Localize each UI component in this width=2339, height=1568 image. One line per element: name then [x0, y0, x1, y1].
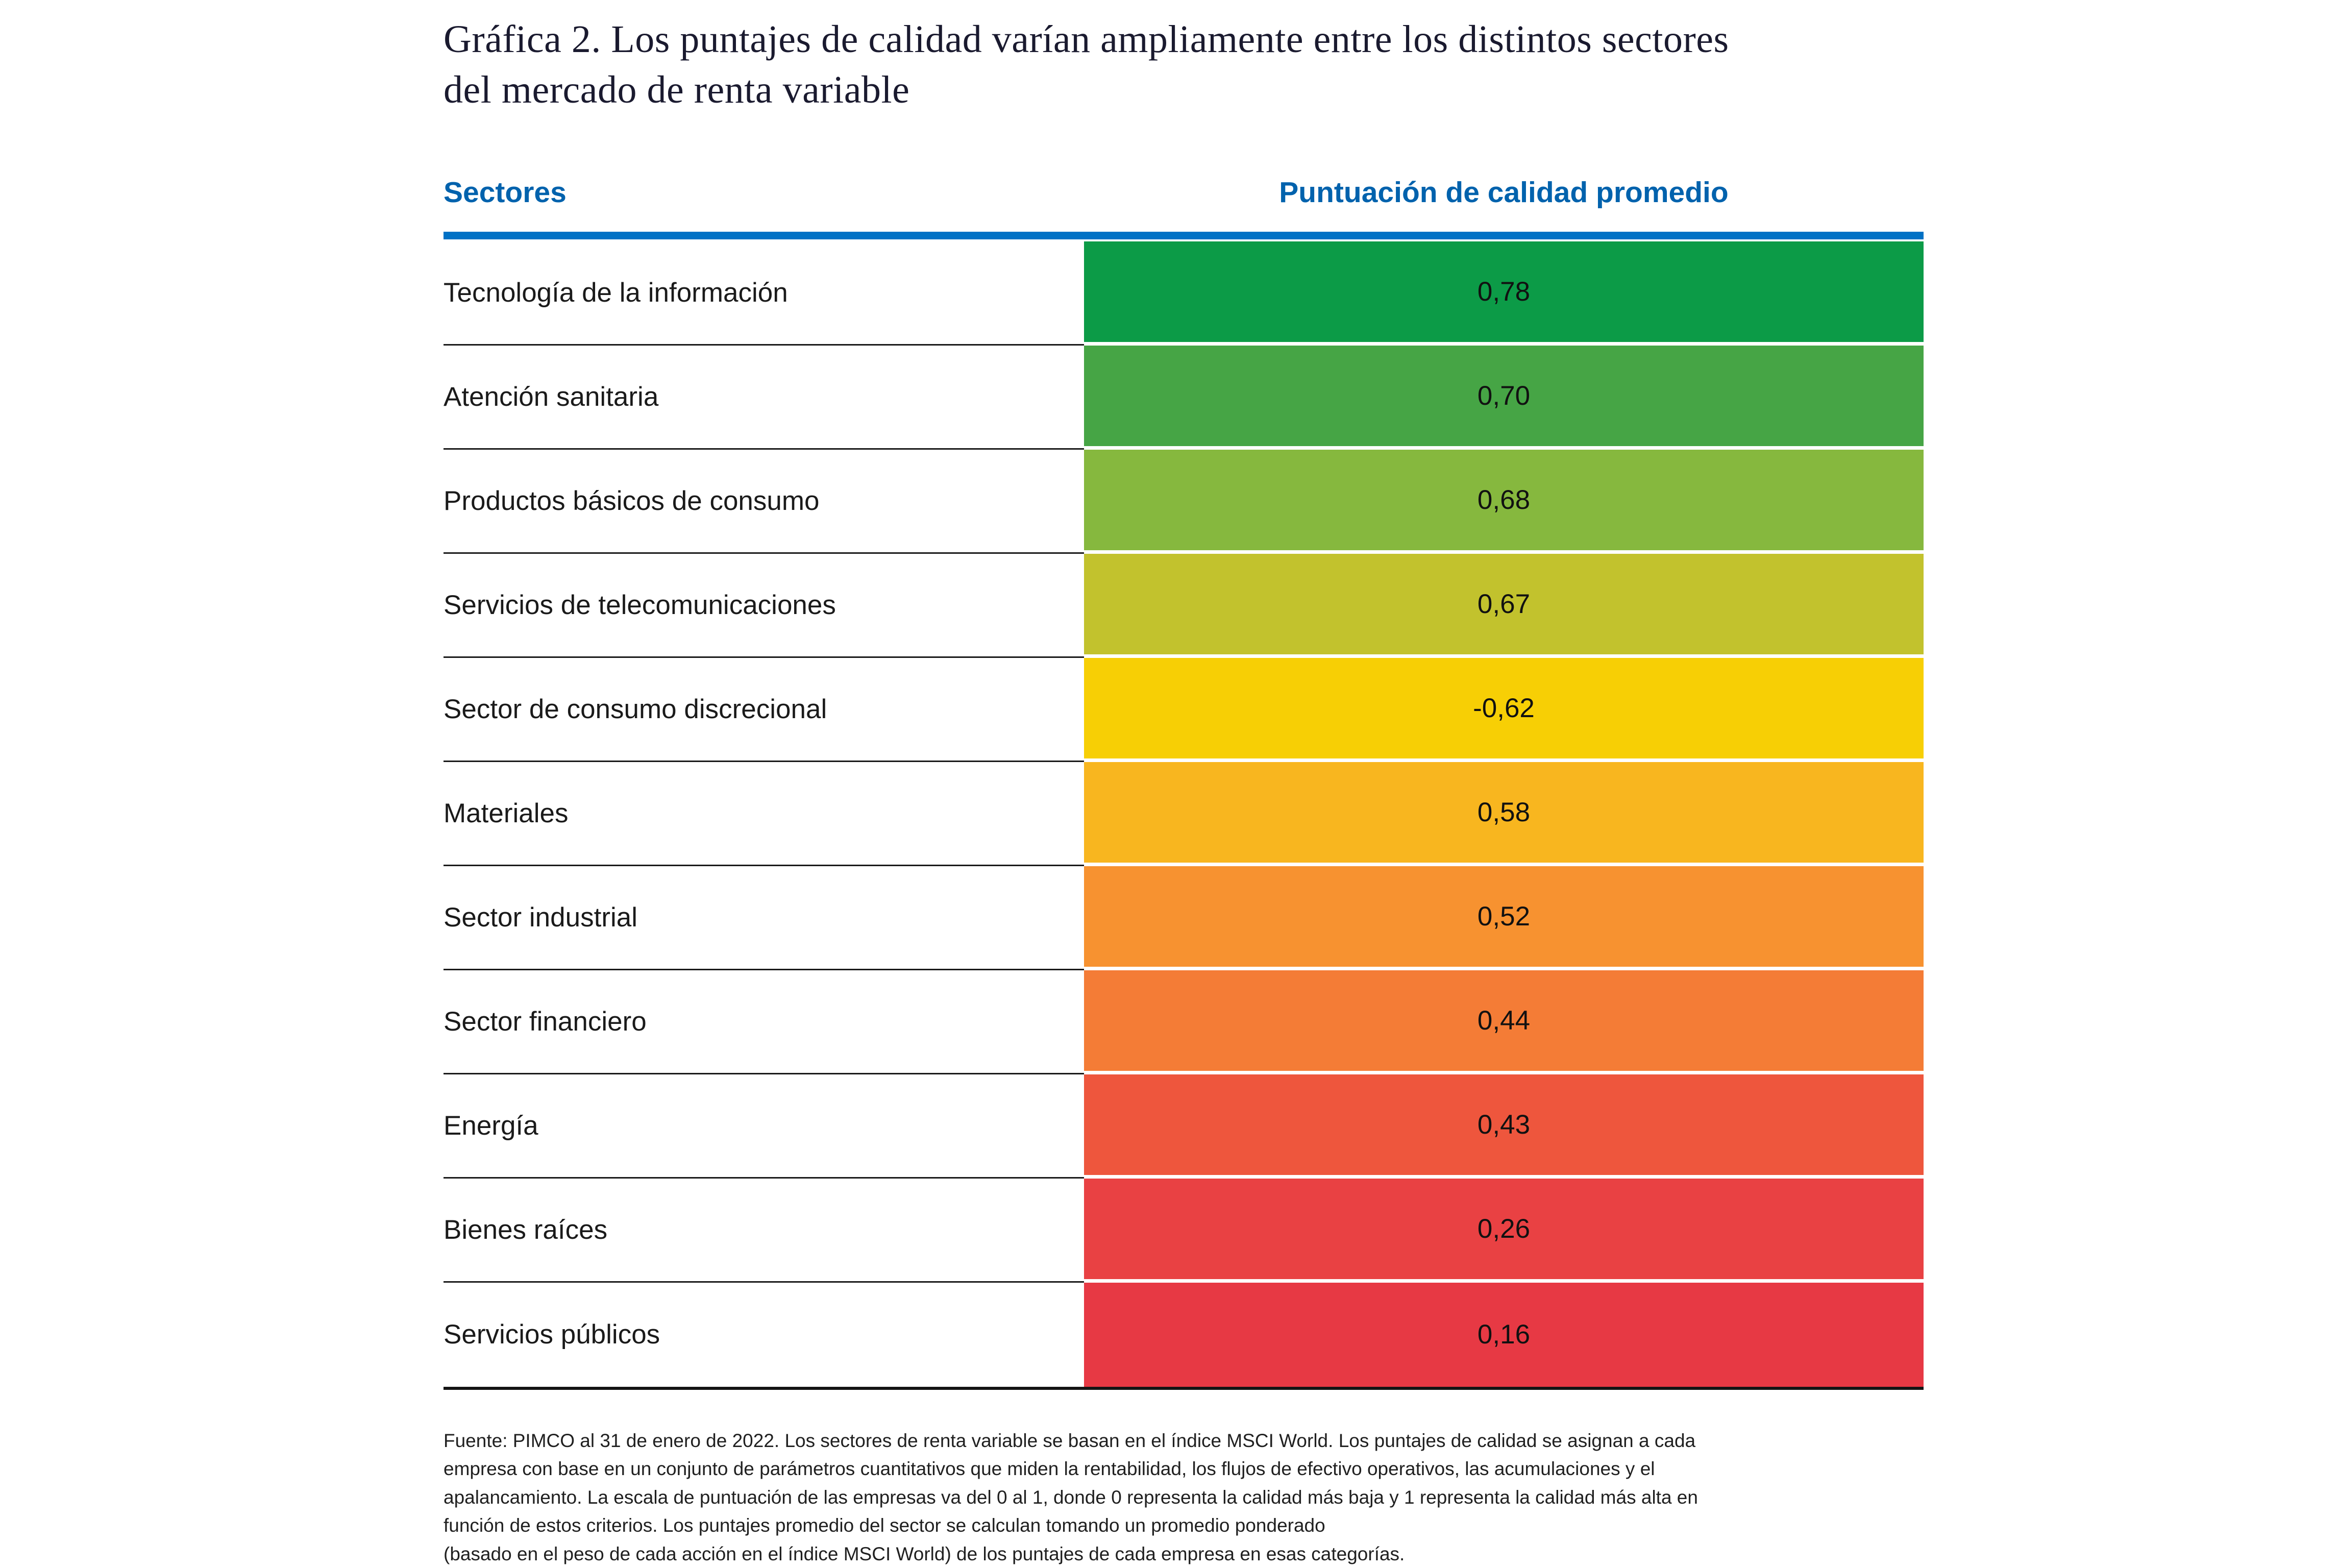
- footnote-line: empresa con base en un conjunto de parám…: [444, 1458, 1655, 1480]
- table-row: Sector de consumo discrecional -0,62: [444, 657, 1924, 762]
- score-cell: 0,70: [1084, 345, 1924, 450]
- sector-name: Servicios públicos: [444, 1319, 660, 1350]
- footnote-line: Fuente: PIMCO al 31 de enero de 2022. Lo…: [444, 1430, 1696, 1451]
- sector-name: Sector financiero: [444, 970, 1084, 1074]
- sector-name: Atención sanitaria: [444, 346, 1084, 450]
- source-footnote: Fuente: PIMCO al 31 de enero de 2022. Lo…: [444, 1427, 1924, 1568]
- sector-name: Energía: [444, 1074, 1084, 1179]
- sector-name: Servicios de telecomunicaciones: [444, 554, 1084, 658]
- score-cell: 0,67: [1084, 553, 1924, 658]
- sector-name: Materiales: [444, 762, 1084, 866]
- score-cell: 0,68: [1084, 449, 1924, 554]
- footnote-line: función de estos criterios. Los puntajes…: [444, 1515, 1325, 1536]
- page-title: Gráfica 2. Los puntajes de calidad varía…: [444, 14, 1924, 115]
- table-row: Servicios públicos 0,16: [444, 1282, 1924, 1387]
- score-cell: 0,58: [1084, 762, 1924, 866]
- table-row: Sector industrial 0,52: [444, 866, 1924, 970]
- sector-name: Productos básicos de consumo: [444, 450, 1084, 554]
- header-divider-rule: [444, 231, 1924, 239]
- sector-name: Tecnología de la información: [444, 241, 1084, 346]
- score-cell: -0,62: [1084, 657, 1924, 762]
- score-cell: 0,43: [1084, 1074, 1924, 1179]
- table-row: Bienes raíces 0,26: [444, 1178, 1924, 1283]
- score-cell: 0,16: [1084, 1282, 1924, 1387]
- table-row: Servicios de telecomunicaciones 0,67: [444, 553, 1924, 658]
- footnote-line: apalancamiento. La escala de puntuación …: [444, 1486, 1698, 1508]
- table-row: Atención sanitaria 0,70: [444, 345, 1924, 450]
- table-row: Materiales 0,58: [444, 762, 1924, 866]
- chart-container: Gráfica 2. Los puntajes de calidad varía…: [444, 14, 1924, 1568]
- page-title-line-2: del mercado de renta variable: [444, 68, 910, 111]
- sector-name: Bienes raíces: [444, 1179, 1084, 1283]
- score-cell: 0,78: [1084, 241, 1924, 346]
- score-cell: 0,44: [1084, 970, 1924, 1074]
- footnote-line: (basado en el peso de cada acción en el …: [444, 1543, 1405, 1564]
- column-header-sectors: Sectores: [444, 176, 567, 209]
- page-title-line-1: Gráfica 2. Los puntajes de calidad varía…: [444, 18, 1729, 61]
- column-header-score: Puntuación de calidad promedio: [1279, 176, 1729, 209]
- score-table: Tecnología de la información 0,78 Atenci…: [444, 241, 1924, 1390]
- table-row: Productos básicos de consumo 0,68: [444, 449, 1924, 554]
- table-row: Energía 0,43: [444, 1074, 1924, 1179]
- sector-name: Sector industrial: [444, 866, 1084, 970]
- column-headers: Sectores Puntuación de calidad promedio: [444, 176, 1924, 209]
- sector-name: Sector de consumo discrecional: [444, 658, 1084, 762]
- table-row: Sector financiero 0,44: [444, 970, 1924, 1074]
- score-cell: 0,26: [1084, 1178, 1924, 1283]
- score-cell: 0,52: [1084, 866, 1924, 970]
- table-row: Tecnología de la información 0,78: [444, 241, 1924, 346]
